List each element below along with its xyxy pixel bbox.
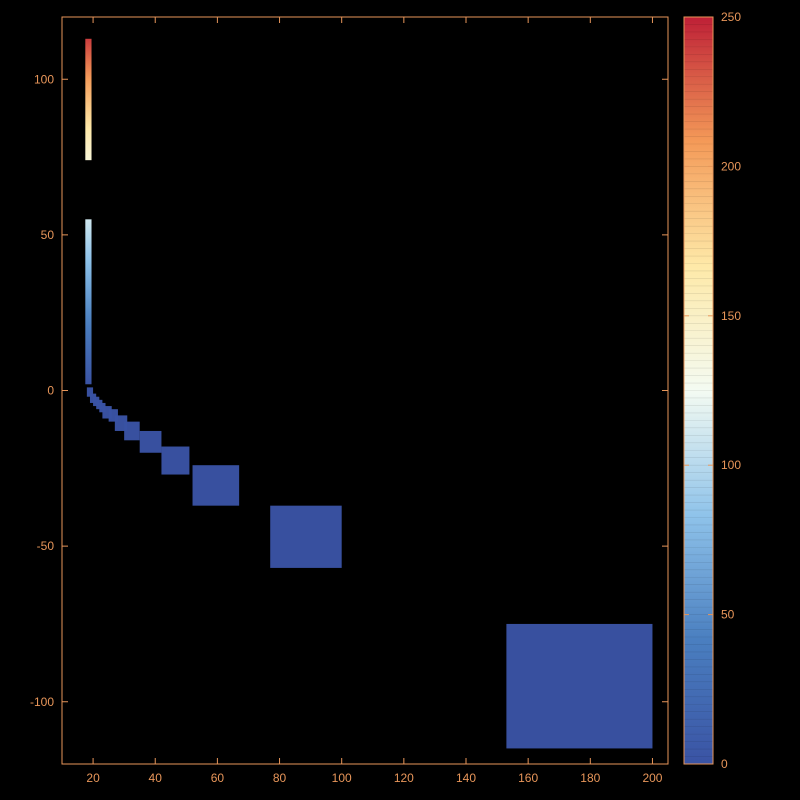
data-block bbox=[161, 446, 190, 475]
y-tick-label: 50 bbox=[41, 228, 55, 242]
colorbar-frame bbox=[683, 16, 714, 765]
colorbar: 0 50 100 150 200 250 bbox=[683, 10, 741, 771]
x-tick-label: 40 bbox=[149, 771, 163, 785]
y-tick-label: -50 bbox=[37, 539, 55, 553]
strip-segment bbox=[85, 38, 92, 161]
x-axis: 20 40 60 80 100 120 140 160 180 200 bbox=[86, 17, 663, 785]
y-tick-label: -100 bbox=[30, 695, 54, 709]
data-block bbox=[270, 505, 342, 568]
data-block bbox=[86, 387, 94, 397]
colorbar-tick-label: 150 bbox=[721, 309, 741, 323]
x-tick-label: 160 bbox=[518, 771, 538, 785]
x-tick-label: 140 bbox=[456, 771, 476, 785]
strip-segment bbox=[85, 219, 92, 385]
data-block bbox=[139, 430, 162, 453]
x-tick-label: 80 bbox=[273, 771, 287, 785]
x-tick-label: 200 bbox=[642, 771, 662, 785]
x-tick-label: 20 bbox=[86, 771, 100, 785]
colorbar-gradient bbox=[684, 17, 713, 764]
data-block bbox=[506, 623, 653, 749]
data-block bbox=[99, 402, 106, 413]
colorbar-tick-label: 50 bbox=[721, 608, 735, 622]
colorbar-tick-label: 100 bbox=[721, 458, 741, 472]
colorbar-tick-label: 200 bbox=[721, 159, 741, 173]
plot-marks bbox=[85, 38, 653, 749]
x-tick-label: 120 bbox=[394, 771, 414, 785]
colorbar-tick-label: 0 bbox=[721, 757, 728, 771]
y-tick-label: 0 bbox=[47, 384, 54, 398]
x-tick-label: 60 bbox=[211, 771, 225, 785]
x-tick-label: 100 bbox=[332, 771, 352, 785]
data-block bbox=[192, 465, 240, 506]
data-block bbox=[124, 421, 140, 441]
data-block bbox=[102, 406, 112, 419]
data-block bbox=[108, 409, 118, 422]
x-tick-label: 180 bbox=[580, 771, 600, 785]
colorbar-tick-label: 250 bbox=[721, 10, 741, 24]
y-tick-label: 100 bbox=[34, 72, 54, 86]
y-axis: 100 50 0 -50 -100 bbox=[30, 72, 668, 709]
